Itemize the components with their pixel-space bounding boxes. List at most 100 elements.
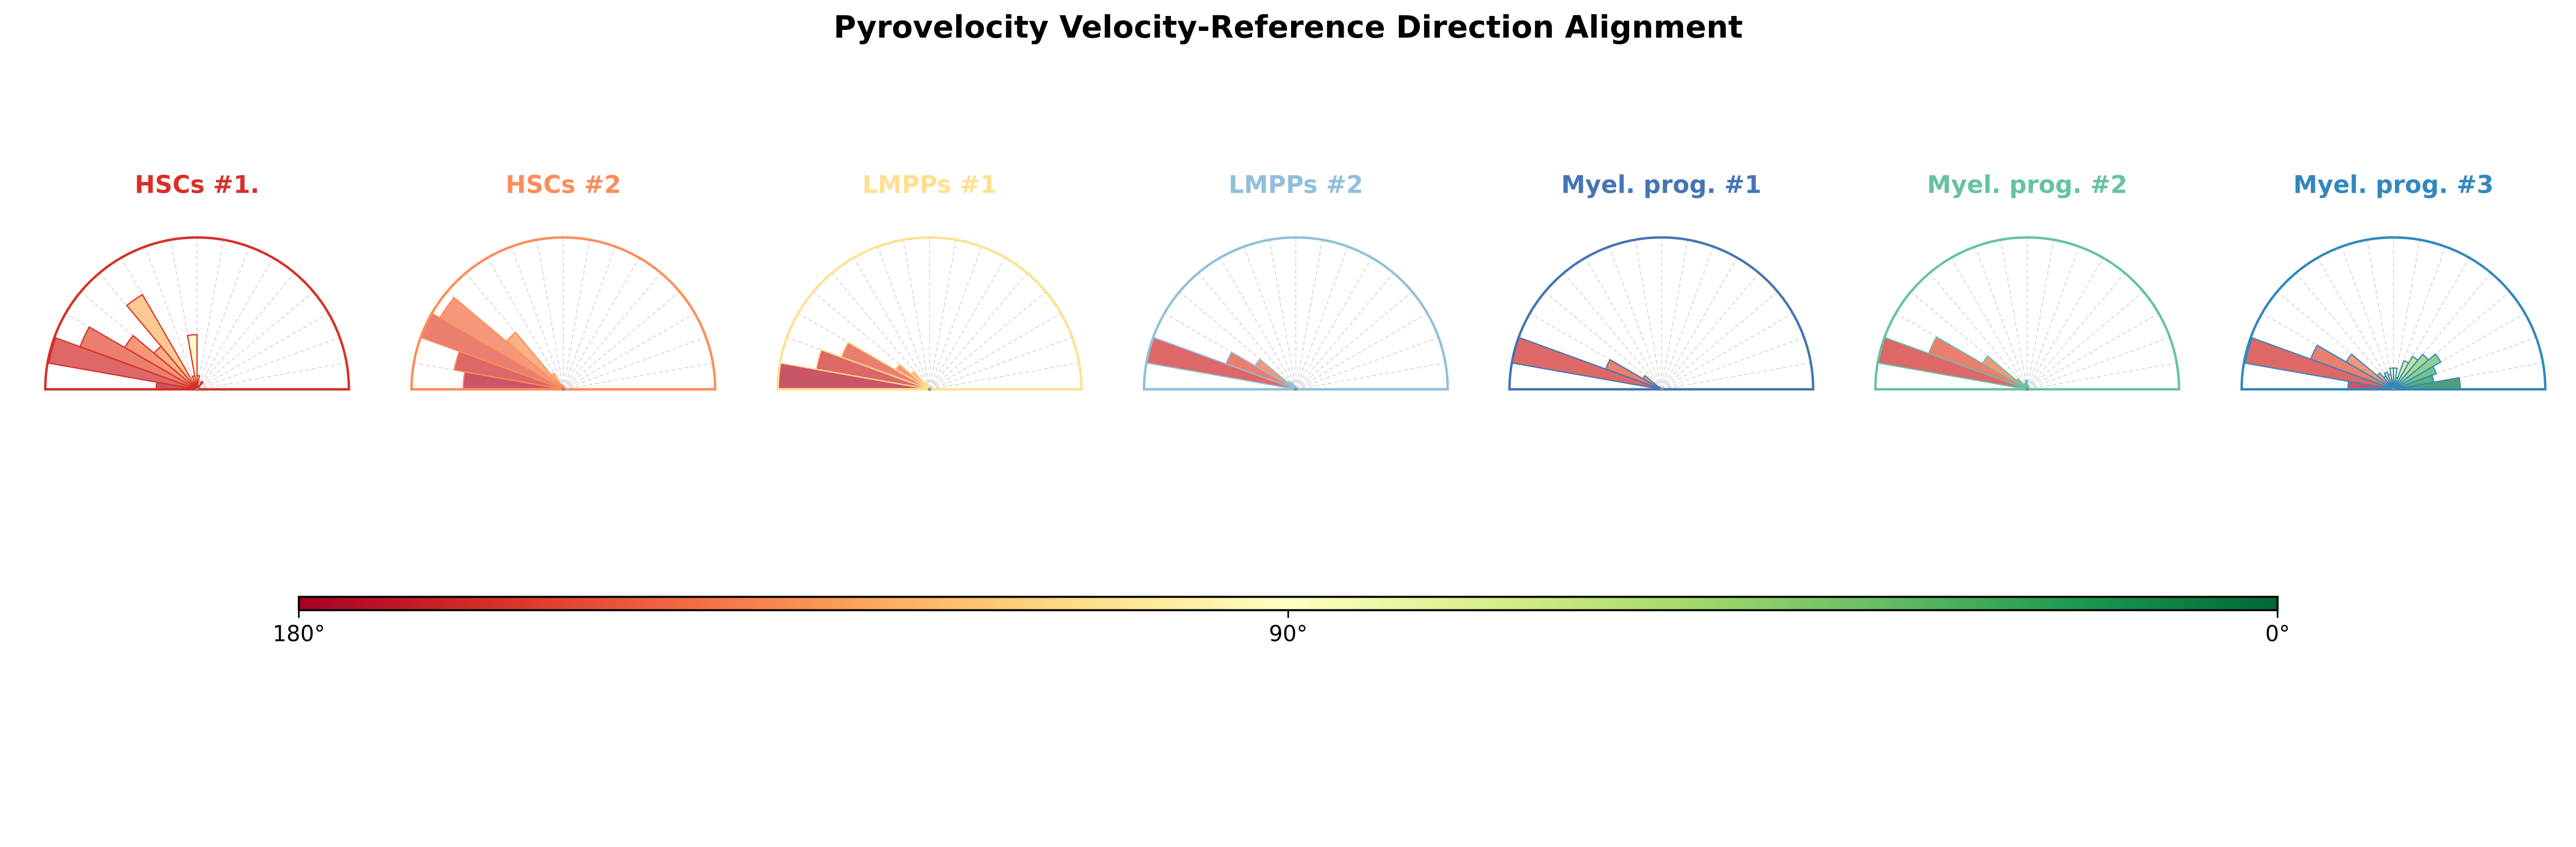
angular-gridline <box>929 291 1046 390</box>
histogram-bar <box>196 380 204 390</box>
polar-frame <box>410 236 717 391</box>
angular-gridline <box>1269 240 1297 389</box>
angular-gridline <box>853 257 930 390</box>
angular-gridline <box>1608 246 1662 389</box>
angular-gridline <box>2393 291 2511 390</box>
angular-gridline <box>1660 273 1759 390</box>
figure: Pyrovelocity Velocity-Reference Directio… <box>44 10 2547 647</box>
polar-panel: LMPPs #2 <box>1143 171 1449 391</box>
panel-title: HSCs #2 <box>505 171 621 199</box>
angular-gridline <box>1295 336 1439 390</box>
angular-gridline <box>929 336 1073 390</box>
angular-gridline <box>2393 273 2492 390</box>
angular-gridline <box>2393 240 2420 389</box>
angular-gridline <box>1295 291 1413 390</box>
chart-title: Pyrovelocity Velocity-Reference Directio… <box>834 10 1743 45</box>
angular-gridline <box>121 257 198 390</box>
angular-gridline <box>1243 246 1297 389</box>
angular-gridline <box>144 246 198 389</box>
angular-gridline <box>2026 257 2104 390</box>
angular-gridline <box>2026 246 2080 389</box>
histogram-bar <box>453 350 564 390</box>
angular-gridline <box>465 273 564 390</box>
histogram-bar <box>2393 360 2410 390</box>
panel-title: LMPPs #1 <box>862 171 997 199</box>
angular-gridline <box>2027 362 2177 390</box>
angular-gridline <box>2261 313 2394 390</box>
angular-gridline <box>1910 291 2028 390</box>
polar-frame <box>1143 236 1449 391</box>
angular-gridline <box>1296 362 1446 390</box>
angular-gridline <box>929 313 1062 390</box>
angular-gridline <box>1661 336 1804 390</box>
polar-panel: Myel. prog. #3 <box>2240 171 2547 391</box>
angular-gridline <box>487 257 564 390</box>
angular-gridline <box>787 336 930 390</box>
colorbar-tick-label: 90° <box>1269 621 1308 647</box>
panel-title: HSCs #1. <box>134 171 259 199</box>
angular-gridline <box>1295 257 1372 390</box>
angular-gridline <box>1164 313 1296 390</box>
angular-gridline <box>1585 257 1662 390</box>
angular-gridline <box>1295 273 1394 390</box>
angular-gridline <box>1563 273 1662 390</box>
angular-gridline <box>1295 313 1428 390</box>
panels: HSCs #1. HSCs #2 LMPPs #1 LMPPs #2 Myel. pro… <box>44 171 2547 391</box>
angular-gridline <box>2277 291 2394 390</box>
angular-gridline <box>1529 313 1662 390</box>
origin-marker <box>2392 387 2395 391</box>
histogram-bar <box>2244 337 2394 390</box>
histogram-bar <box>2393 353 2430 390</box>
angular-gridline <box>832 273 930 390</box>
panel-title: LMPPs #2 <box>1229 171 1363 199</box>
angular-gridline <box>563 273 662 390</box>
angular-gridline <box>197 362 347 390</box>
angular-gridline <box>1660 240 1688 389</box>
histogram-bar <box>2393 353 2442 390</box>
angular-gridline <box>1295 240 1323 389</box>
angular-gridline <box>196 257 274 390</box>
origin-marker <box>195 387 199 391</box>
angular-gridline <box>1198 273 1297 390</box>
histogram-bar <box>48 337 197 390</box>
angular-gridline <box>1660 246 1714 389</box>
polar-panel: HSCs #2 <box>410 171 717 391</box>
polar-frame <box>2240 236 2547 391</box>
angular-gridline <box>2393 336 2536 390</box>
angular-gridline <box>2341 246 2394 389</box>
panel-title: Myel. prog. #2 <box>1927 171 2127 199</box>
angular-gridline <box>1895 313 2028 390</box>
angular-gridline <box>1545 291 1662 390</box>
angular-gridline <box>511 246 564 389</box>
angular-gridline <box>2027 291 2144 390</box>
angular-gridline <box>812 291 930 390</box>
angular-gridline <box>536 240 564 389</box>
angular-gridline <box>170 240 198 389</box>
origin-marker <box>1294 387 1298 391</box>
angular-gridline <box>196 273 295 390</box>
angular-gridline <box>1975 246 2028 389</box>
angular-gridline <box>2295 273 2394 390</box>
panel-title: Myel. prog. #3 <box>2293 171 2494 199</box>
angular-gridline <box>2027 273 2125 390</box>
polar-frame <box>1508 236 1815 391</box>
polar-frame <box>1874 236 2180 391</box>
angular-gridline <box>1929 273 2028 390</box>
angular-gridline <box>196 240 224 389</box>
angular-gridline <box>563 240 590 389</box>
angular-gridline <box>80 291 198 390</box>
angular-gridline <box>563 313 696 390</box>
histogram-bar <box>2393 355 2419 390</box>
angular-gridline <box>929 240 957 389</box>
angular-gridline <box>2026 240 2054 389</box>
angular-gridline <box>563 362 713 390</box>
angular-gridline <box>1660 257 1738 390</box>
angular-gridline <box>2317 257 2394 390</box>
polar-panel: LMPPs #1 <box>776 171 1083 391</box>
angular-gridline <box>563 257 640 390</box>
histogram-bar <box>126 294 198 390</box>
angular-gridline <box>1951 257 2028 390</box>
angular-gridline <box>1295 246 1349 389</box>
colorbar-tick-label: 180° <box>273 621 325 647</box>
angular-gridline <box>929 246 982 389</box>
